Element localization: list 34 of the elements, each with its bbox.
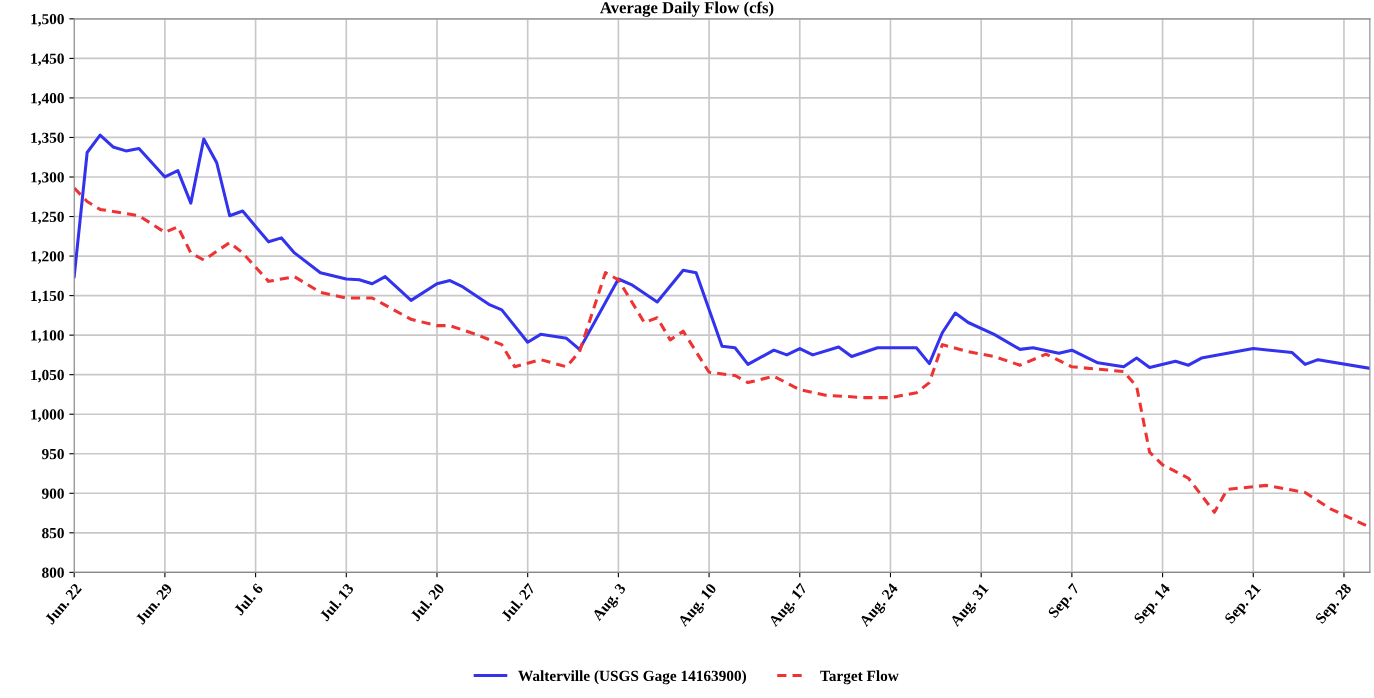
y-tick-label: 1,000 (31, 409, 64, 422)
x-tick-label: Sep. 28 (1314, 582, 1355, 627)
x-tick-label: Jul. 20 (409, 582, 445, 622)
x-tick-label: Sep. 7 (1047, 582, 1083, 621)
x-tick-label: Sep. 21 (1224, 583, 1264, 627)
x-tick-label: Jun. 29 (135, 582, 173, 625)
y-tick-label: 900 (41, 488, 64, 499)
y-tick-label: 1,250 (31, 211, 64, 225)
y-tick-label: 1,300 (31, 172, 64, 185)
y-tick-label: 1,400 (31, 93, 64, 106)
x-tick-label: Jul. 6 (233, 582, 264, 616)
x-tick-label: Aug. 10 (677, 582, 720, 630)
y-tick-label: 1,350 (31, 132, 64, 146)
y-tick-label: 1,150 (31, 290, 64, 304)
x-tick-label: Aug. 17 (767, 582, 811, 630)
legend-label: Walterville (USGS Gage 14163900) (518, 670, 747, 685)
y-tick-label: 850 (42, 527, 64, 539)
x-tick-label: Aug. 3 (591, 582, 629, 624)
x-tick-label: Aug. 24 (858, 582, 901, 630)
x-tick-label: Jul. 13 (318, 582, 355, 622)
x-tick-label: Jul. 27 (500, 582, 536, 622)
y-tick-label: 1,100 (31, 330, 64, 343)
x-tick-label: Jun. 22 (44, 582, 83, 625)
line-series (74, 133, 1370, 370)
y-tick-label: 800 (42, 567, 64, 578)
y-tick-label: 1,500 (31, 13, 64, 27)
y-tick-label: 1,450 (31, 53, 64, 67)
x-tick-label: Aug. 31 (949, 582, 992, 630)
legend-label: Target Flow (820, 670, 899, 685)
y-tick-label: 950 (41, 448, 64, 460)
chart-title: Average Daily Flow (cfs) (600, 1, 774, 17)
y-tick-label: 1,200 (31, 251, 64, 264)
y-tick-label: 1,050 (31, 369, 64, 383)
x-tick-label: Sep. 14 (1133, 582, 1173, 627)
